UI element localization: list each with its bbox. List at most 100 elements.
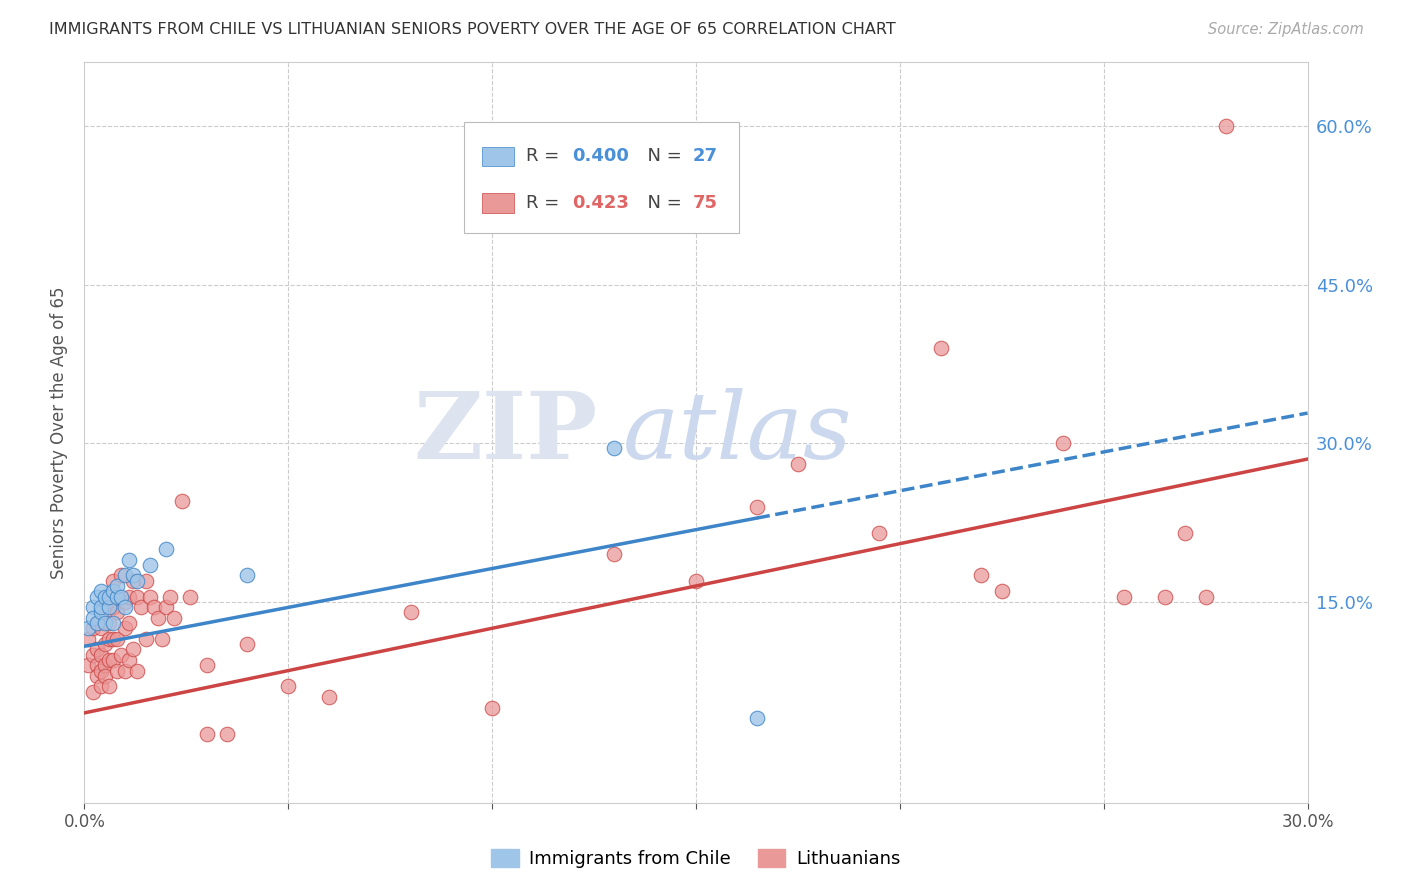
Text: R =: R =	[526, 194, 565, 212]
Point	[90, 584, 112, 599]
Text: Source: ZipAtlas.com: Source: ZipAtlas.com	[1208, 22, 1364, 37]
Text: 0.423: 0.423	[572, 194, 630, 212]
Point	[747, 500, 769, 514]
Point	[127, 574, 149, 588]
Point	[97, 590, 120, 604]
Text: 27: 27	[692, 147, 717, 165]
Point	[97, 615, 120, 630]
Point	[105, 632, 128, 646]
Point	[114, 568, 136, 582]
Point	[685, 574, 707, 588]
Point	[122, 642, 145, 657]
Point	[929, 341, 952, 355]
Point	[82, 611, 104, 625]
Point	[399, 606, 422, 620]
Point	[82, 685, 104, 699]
Point	[127, 664, 149, 678]
Point	[318, 690, 340, 704]
Point	[236, 637, 259, 651]
FancyBboxPatch shape	[482, 194, 513, 212]
Text: IMMIGRANTS FROM CHILE VS LITHUANIAN SENIORS POVERTY OVER THE AGE OF 65 CORRELATI: IMMIGRANTS FROM CHILE VS LITHUANIAN SENI…	[49, 22, 896, 37]
Point	[86, 658, 108, 673]
Point	[101, 600, 124, 615]
Point	[110, 648, 132, 662]
Point	[90, 600, 112, 615]
Point	[77, 621, 100, 635]
Text: 0.400: 0.400	[572, 147, 630, 165]
Point	[86, 615, 108, 630]
Point	[77, 632, 100, 646]
Point	[138, 558, 160, 572]
Point	[90, 621, 112, 635]
Point	[155, 600, 177, 615]
Point	[869, 526, 891, 541]
Text: atlas: atlas	[623, 388, 852, 477]
Point	[747, 711, 769, 725]
Point	[277, 680, 299, 694]
Point	[787, 458, 810, 472]
Point	[1052, 436, 1074, 450]
Point	[97, 590, 120, 604]
Point	[93, 600, 115, 615]
Point	[105, 664, 128, 678]
Y-axis label: Seniors Poverty Over the Age of 65: Seniors Poverty Over the Age of 65	[51, 286, 69, 579]
Point	[90, 664, 112, 678]
Point	[603, 442, 626, 456]
Point	[93, 669, 115, 683]
Point	[481, 700, 503, 714]
Point	[105, 606, 128, 620]
Point	[97, 632, 120, 646]
Text: N =: N =	[636, 147, 688, 165]
Point	[135, 632, 157, 646]
Point	[93, 615, 115, 630]
Point	[236, 568, 259, 582]
Point	[86, 615, 108, 630]
Point	[150, 632, 173, 646]
Point	[101, 632, 124, 646]
Point	[138, 590, 160, 604]
Text: N =: N =	[636, 194, 688, 212]
Point	[82, 600, 104, 615]
Point	[101, 574, 124, 588]
Point	[122, 574, 145, 588]
Point	[86, 590, 108, 604]
Legend: Immigrants from Chile, Lithuanians: Immigrants from Chile, Lithuanians	[484, 841, 908, 875]
Point	[172, 494, 194, 508]
Point	[77, 658, 100, 673]
Text: ZIP: ZIP	[413, 388, 598, 477]
Point	[155, 541, 177, 556]
Point	[114, 664, 136, 678]
Point	[82, 621, 104, 635]
Point	[159, 590, 181, 604]
Point	[93, 590, 115, 604]
Point	[603, 547, 626, 561]
Point	[86, 642, 108, 657]
Point	[101, 653, 124, 667]
Point	[97, 680, 120, 694]
Point	[1114, 590, 1136, 604]
Point	[970, 568, 993, 582]
Point	[118, 552, 141, 566]
Point	[118, 590, 141, 604]
Point	[105, 590, 128, 604]
Point	[146, 611, 169, 625]
Point	[114, 595, 136, 609]
Point	[86, 669, 108, 683]
Text: 75: 75	[692, 194, 717, 212]
Point	[93, 658, 115, 673]
Text: R =: R =	[526, 147, 565, 165]
Point	[105, 579, 128, 593]
Point	[1195, 590, 1218, 604]
Point	[101, 615, 124, 630]
Point	[122, 568, 145, 582]
Point	[110, 590, 132, 604]
Point	[114, 621, 136, 635]
Point	[82, 648, 104, 662]
Point	[118, 615, 141, 630]
Point	[163, 611, 186, 625]
Point	[195, 727, 218, 741]
Point	[90, 680, 112, 694]
Point	[991, 584, 1014, 599]
FancyBboxPatch shape	[482, 147, 513, 166]
Point	[1174, 526, 1197, 541]
